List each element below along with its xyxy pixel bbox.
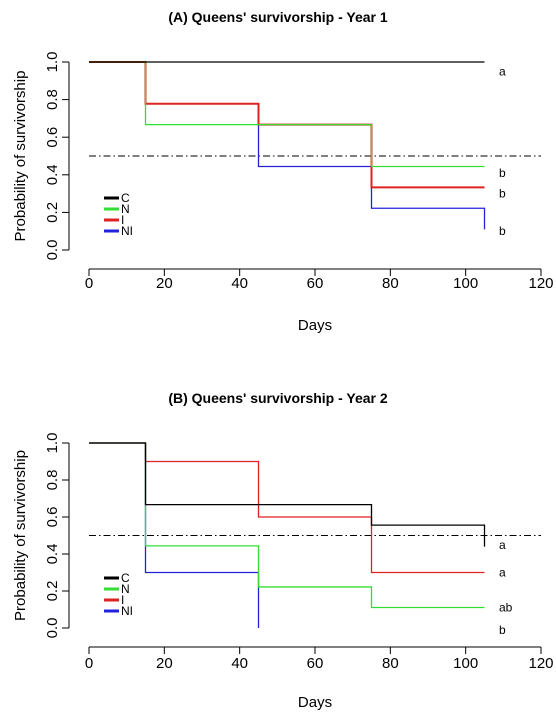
y-axis-label: Probability of survivorship [12,450,29,621]
legend-label-ni: NI [121,224,133,238]
chart-title: (A) Queens' survivorship - Year 1 [168,9,388,25]
significance-label-n: ab [499,601,513,615]
y-tick-label: 0.0 [44,618,61,639]
x-tick-label: 0 [85,655,93,672]
y-tick-label: 0.8 [44,470,61,491]
x-tick-label: 100 [453,655,478,672]
significance-label-i: b [499,187,506,201]
y-tick-label: 0.6 [44,127,61,148]
y-tick-label: 0.2 [44,581,61,602]
x-tick-label: 20 [156,275,173,292]
legend-label-c: C [121,571,130,585]
legend-label-n: N [121,202,130,216]
x-tick-label: 20 [156,655,173,672]
significance-label-ni: b [499,224,506,238]
x-tick-label: 60 [307,655,324,672]
significance-label-ni: b [499,623,506,637]
x-tick-label: 120 [528,275,553,292]
series-line-i [89,442,485,574]
chart-panel-a: (A) Queens' survivorship - Year 1 0.0 0.2 0… [12,9,554,334]
legend-label-n: N [121,582,130,596]
y-tick-label: 0.4 [44,544,61,565]
x-axis-label: Days [298,694,332,711]
significance-label-c: a [499,538,506,552]
series-line-n [89,61,485,168]
chart-title: (B) Queens' survivorship - Year 2 [168,390,388,406]
x-tick-label: 80 [382,655,399,672]
y-tick-label: 1.0 [44,52,61,73]
x-tick-label: 120 [528,655,553,672]
x-tick-label: 80 [382,275,399,292]
legend-label-ni: NI [121,604,133,618]
y-tick-label: 0.8 [44,89,61,110]
chart-panel-b: (B) Queens' survivorship - Year 2 0.0 0.2 0… [12,390,554,711]
x-tick-label: 40 [231,275,248,292]
y-tick-label: 0.2 [44,202,61,223]
series-line-c [89,442,486,547]
x-tick-label: 0 [85,275,93,292]
x-tick-label: 100 [453,275,478,292]
y-tick-label: 1.0 [44,433,61,454]
y-tick-label: 0.4 [44,164,61,185]
x-tick-label: 40 [231,655,248,672]
y-tick-label: 0.6 [44,507,61,528]
significance-label-n: b [499,166,506,180]
y-axis-label: Probability of survivorship [12,71,29,242]
significance-label-c: a [499,64,506,78]
y-tick-label: 0.0 [44,240,61,261]
x-tick-label: 60 [307,275,324,292]
legend-label-c: C [121,191,130,205]
x-axis-label: Days [298,317,332,334]
legend-label-i: I [121,213,124,227]
significance-label-i: a [499,566,506,580]
legend-label-i: I [121,593,124,607]
series-line-ni [89,61,486,230]
